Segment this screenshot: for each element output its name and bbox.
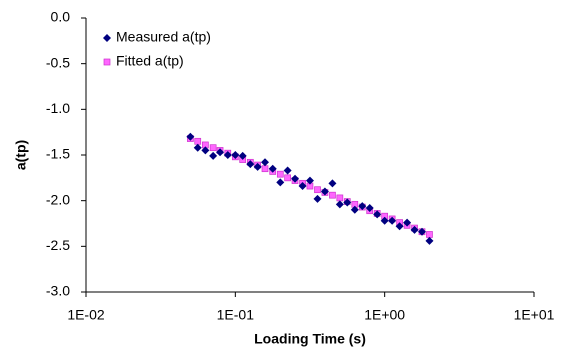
legend-label: Measured a(tp) (116, 29, 211, 45)
marker (209, 144, 217, 152)
marker (284, 174, 291, 182)
y-tick-label: -1.0 (46, 100, 70, 116)
marker (373, 210, 382, 219)
y-tick-label: -3.0 (46, 283, 70, 299)
marker (276, 178, 285, 187)
x-axis-title: Loading Time (s) (254, 331, 366, 347)
marker (298, 182, 307, 191)
y-tick-label: 0.0 (51, 9, 71, 25)
marker (388, 216, 397, 225)
legend-marker (103, 58, 111, 66)
marker (186, 132, 195, 141)
marker (328, 179, 337, 188)
marker (193, 143, 202, 152)
marker (231, 151, 240, 159)
legend-label: Fitted a(tp) (116, 53, 184, 69)
marker (426, 231, 433, 238)
marker (253, 162, 262, 171)
marker (201, 146, 210, 155)
marker (350, 205, 359, 214)
y-tick-label: -1.5 (46, 146, 70, 162)
marker (403, 218, 412, 227)
y-tick-label: -2.5 (46, 237, 70, 253)
marker (276, 170, 284, 178)
marker (425, 236, 434, 245)
marker (194, 137, 202, 145)
marker (343, 198, 352, 207)
marker (320, 187, 329, 196)
marker (365, 203, 374, 212)
marker (246, 160, 255, 169)
marker (209, 151, 218, 160)
x-tick-label: 1E-02 (67, 307, 105, 323)
marker (261, 165, 269, 173)
y-axis-title: a(tp) (13, 140, 29, 170)
marker (268, 164, 277, 173)
marker (380, 216, 389, 225)
x-tick-label: 1E-01 (217, 307, 255, 323)
marker (283, 166, 292, 175)
marker (313, 194, 322, 203)
marker (329, 191, 336, 199)
y-tick-label: -2.0 (46, 191, 70, 207)
marker (410, 225, 419, 234)
marker (216, 148, 225, 157)
marker (417, 227, 426, 236)
marker (305, 176, 314, 185)
marker (358, 202, 367, 211)
marker (314, 186, 321, 194)
marker (395, 222, 404, 231)
marker (260, 158, 269, 167)
marker (291, 174, 300, 183)
x-tick-label: 1E+00 (364, 307, 405, 323)
y-tick-label: -0.5 (46, 54, 70, 70)
legend-marker (103, 34, 111, 42)
x-tick-label: 1E+01 (514, 307, 555, 323)
marker (336, 194, 344, 202)
marker (335, 200, 344, 209)
marker (223, 151, 232, 159)
marker (238, 151, 247, 160)
